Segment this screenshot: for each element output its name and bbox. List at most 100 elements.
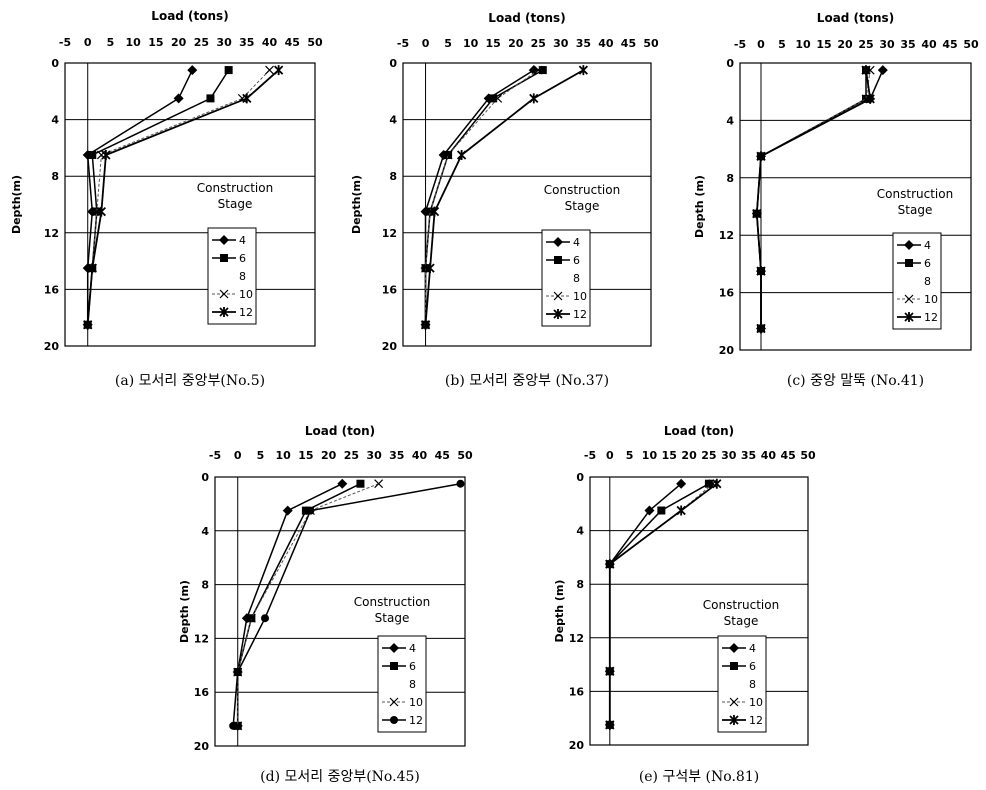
legend-label: 10 [749, 696, 763, 709]
x-tick-label: -5 [734, 38, 746, 51]
data-point [246, 613, 256, 623]
series-line-4 [609, 483, 682, 725]
legend: 4 6 8 10 12 [892, 232, 942, 330]
data-point [756, 266, 766, 277]
data-point [529, 93, 539, 104]
legend-label: 6 [239, 252, 246, 265]
legend-box [541, 229, 591, 327]
x-tick-label: 30 [721, 449, 737, 462]
series-line-4 [756, 69, 884, 329]
data-point [96, 206, 107, 217]
legend-label: 4 [924, 239, 931, 252]
legend-marker [730, 662, 738, 670]
y-tick-label: 8 [51, 170, 59, 183]
x-tick-label: 15 [486, 37, 501, 50]
x-tick-label: 45 [621, 37, 636, 50]
x-tick-label: 25 [531, 37, 546, 50]
x-tick-label: 0 [84, 36, 92, 49]
chart-caption: (e) 구석부 (No.81) [639, 769, 759, 785]
legend-marker [554, 256, 562, 264]
x-tick-label: 50 [643, 37, 659, 50]
data-point [242, 93, 252, 104]
y-tick-label: 12 [382, 227, 397, 240]
x-tick-label: 35 [741, 449, 756, 462]
data-point [337, 478, 348, 489]
data-point [233, 668, 242, 677]
plot-area [214, 476, 466, 747]
y-tick-label: 16 [569, 685, 585, 698]
chart-title: Load (tons) [817, 11, 894, 25]
y-axis-label: Depth (m) [178, 580, 191, 643]
x-tick-label: 10 [642, 449, 658, 462]
x-tick-label: 5 [626, 449, 634, 462]
chart-title: Load (tons) [488, 11, 565, 25]
series-line-6 [424, 69, 544, 325]
legend-marker [390, 716, 398, 724]
y-tick-label: 16 [194, 686, 210, 699]
y-tick-label: 0 [389, 57, 397, 70]
legend-marker [904, 294, 914, 304]
data-point [676, 478, 687, 489]
series-line-4 [86, 69, 193, 325]
legend-box [717, 635, 767, 733]
data-point [493, 93, 503, 103]
y-tick-label: 20 [719, 344, 735, 357]
x-tick-label: 20 [171, 36, 187, 49]
legend-label: 8 [924, 275, 931, 288]
x-tick-label: -5 [209, 449, 221, 462]
y-tick-label: 4 [51, 114, 59, 127]
chart-panel-1: Load (tons)-5 0 5 10 15 20 25 30 35 40 45 500481216… [10, 9, 323, 389]
x-tick-label: 25 [858, 38, 873, 51]
data-point [644, 505, 655, 516]
data-point [173, 93, 184, 104]
legend: 4 6 8 10 12 [717, 635, 767, 733]
series-line-6 [609, 483, 710, 725]
series-line-10 [756, 70, 871, 329]
legend-box [377, 635, 427, 733]
y-tick-label: 12 [719, 229, 734, 242]
legend: 4 6 8 10 12 [207, 227, 257, 325]
series-line-12 [86, 69, 280, 325]
x-tick-label: 35 [900, 38, 915, 51]
x-tick-label: 40 [598, 37, 614, 50]
y-tick-label: 12 [44, 227, 59, 240]
legend-label: 8 [749, 678, 756, 691]
data-point [265, 65, 274, 75]
y-axis-label: Depth(m) [10, 175, 23, 234]
legend-marker [553, 291, 563, 301]
y-tick-label: 16 [44, 283, 60, 296]
y-axis-label: Depth(m) [350, 175, 363, 234]
data-point [229, 721, 238, 730]
data-point [538, 66, 547, 75]
legend-marker [219, 235, 229, 245]
x-tick-label: 0 [757, 38, 765, 51]
y-tick-label: 0 [726, 57, 734, 70]
data-point [605, 719, 615, 730]
data-point [489, 94, 498, 103]
legend-label: 12 [573, 308, 587, 321]
y-tick-label: 8 [576, 578, 584, 591]
legend-marker [904, 312, 914, 322]
y-tick-label: 0 [51, 57, 59, 70]
legend-box [207, 227, 257, 325]
x-tick-label: -5 [59, 36, 71, 49]
x-tick-label: 50 [963, 38, 979, 51]
legend: 4 6 8 10 12 [541, 229, 591, 327]
x-tick-label: 20 [681, 449, 697, 462]
plot-area [739, 62, 972, 351]
series-4 [82, 65, 198, 330]
legend-label: 12 [749, 714, 763, 727]
series-line-10 [425, 69, 539, 325]
legend-label: 4 [409, 642, 416, 655]
legend-title-line2: Stage [898, 203, 933, 217]
legend-marker [729, 697, 739, 707]
legend: 4 6 8 10 12 [377, 635, 427, 733]
data-point [605, 559, 615, 570]
series-12 [229, 479, 465, 730]
chart-title: Load (tons) [151, 9, 228, 23]
data-point [456, 149, 467, 160]
x-tick-label: 10 [276, 449, 292, 462]
y-tick-label: 12 [569, 632, 584, 645]
chart-title: Load (ton) [305, 424, 375, 438]
